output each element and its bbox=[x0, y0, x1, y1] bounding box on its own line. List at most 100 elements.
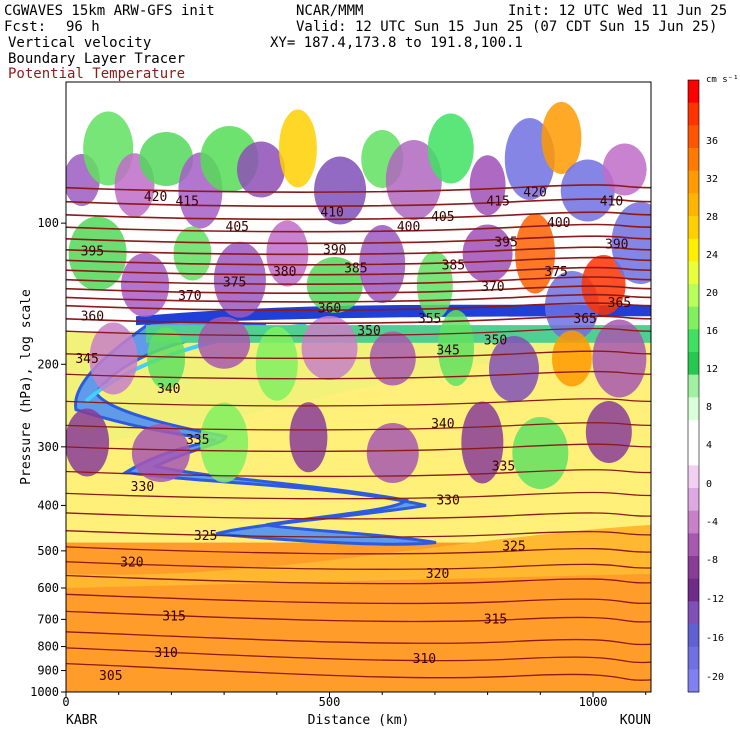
theta-contour-label: 385 bbox=[442, 258, 465, 273]
init-label: Init: 12 UTC Wed 11 Jun 25 bbox=[508, 3, 728, 19]
theta-contour-label: 350 bbox=[484, 334, 507, 349]
theta-contour-label: 365 bbox=[573, 312, 596, 327]
theta-contour-label: 325 bbox=[502, 540, 525, 555]
theta-contour-label: 360 bbox=[318, 301, 341, 316]
velocity-blob bbox=[289, 402, 328, 473]
velocity-blob bbox=[488, 336, 539, 402]
theta-contour-label: 415 bbox=[175, 195, 198, 210]
theta-contour-label: 405 bbox=[431, 210, 454, 225]
colorbar-tick-label: 4 bbox=[706, 440, 712, 451]
y-tick-label: 1000 bbox=[30, 685, 59, 699]
theta-contour-line bbox=[66, 266, 651, 276]
velocity-blob bbox=[213, 241, 266, 318]
x-tick-label: 1000 bbox=[579, 695, 608, 709]
colorbar-segment bbox=[688, 488, 699, 512]
theta-contour-line bbox=[66, 546, 651, 555]
theta-contour-line bbox=[66, 443, 651, 452]
theta-contour-label: 415 bbox=[486, 195, 509, 210]
theta-contour-label: 410 bbox=[600, 195, 623, 210]
theta-contour-label: 320 bbox=[426, 567, 449, 582]
colorbar-segment bbox=[688, 374, 699, 398]
velocity-blob bbox=[255, 326, 298, 401]
theta-contour-line bbox=[66, 211, 651, 221]
y-tick-label: 600 bbox=[37, 581, 59, 595]
theta-contour-label: 320 bbox=[120, 556, 143, 571]
theta-contour-label: 315 bbox=[484, 612, 507, 627]
theta-contour-label: 380 bbox=[273, 265, 296, 280]
colorbar-tick-label: -16 bbox=[706, 633, 724, 644]
colorbar-segment bbox=[688, 329, 699, 353]
theta-contour-line bbox=[66, 610, 651, 623]
theta-contour-line bbox=[66, 256, 651, 266]
velocity-blob bbox=[385, 140, 442, 220]
velocity-blob bbox=[198, 316, 251, 369]
theta-contour-label: 410 bbox=[320, 206, 343, 221]
model-title: CGWAVES 15km ARW-GFS init bbox=[4, 3, 215, 19]
colorbar-tick-label: 20 bbox=[706, 288, 718, 299]
xy-label: XY= 187.4,173.8 to 191.8,100.1 bbox=[270, 35, 523, 51]
x-tick-label: 500 bbox=[319, 695, 341, 709]
colorbar-frame bbox=[687, 79, 700, 693]
theta-contour-label: 395 bbox=[81, 245, 104, 260]
velocity-blob bbox=[237, 141, 285, 198]
theta-contour-line bbox=[66, 469, 651, 478]
velocity-blob bbox=[592, 319, 647, 398]
velocity-blob bbox=[131, 424, 190, 482]
colorbar-segment bbox=[688, 148, 699, 172]
theta-contour-label: 340 bbox=[431, 417, 454, 432]
theta-contour-line bbox=[66, 561, 651, 570]
colorbar-segment bbox=[688, 80, 699, 104]
colorbar-segment bbox=[688, 352, 699, 376]
theta-contour-label: 400 bbox=[397, 220, 420, 235]
theta-contour-label: 400 bbox=[547, 216, 570, 231]
theta-contour-line bbox=[66, 184, 651, 193]
velocity-blob bbox=[438, 310, 474, 386]
colorbar-segment bbox=[688, 284, 699, 308]
velocity-blob bbox=[461, 401, 504, 484]
theta-contour-line bbox=[66, 327, 651, 337]
field-potential-temperature: Potential Temperature bbox=[8, 66, 186, 82]
colorbar-tick-label: 16 bbox=[706, 326, 718, 337]
x-axis-label: Distance (km) bbox=[308, 713, 410, 728]
velocity-blob bbox=[541, 102, 582, 174]
theta-contour-label: 360 bbox=[81, 309, 104, 324]
theta-contour-label: 375 bbox=[223, 276, 246, 291]
y-tick-label: 700 bbox=[37, 612, 59, 626]
velocity-blob bbox=[515, 213, 556, 294]
theta-contour-label: 305 bbox=[99, 669, 122, 684]
y-tick-label: 400 bbox=[37, 498, 59, 512]
colorbar-tick-label: -4 bbox=[706, 517, 718, 528]
x-left-endpoint-label: KABR bbox=[66, 713, 97, 728]
theta-contour-label: 340 bbox=[157, 382, 180, 397]
theta-contour-line bbox=[66, 662, 651, 681]
colorbar-tick-label: 32 bbox=[706, 174, 718, 185]
axes: 0 500 1000 100 200 300 400 500 600 700 800 900 1000 D… bbox=[19, 216, 651, 728]
theta-contour-line bbox=[66, 293, 651, 303]
theta-contour-label: 395 bbox=[494, 236, 517, 251]
colorbar-tick-label: 8 bbox=[706, 402, 712, 413]
colorbar-segment bbox=[688, 601, 699, 625]
theta-contour-line bbox=[66, 198, 651, 207]
velocity-blob bbox=[581, 255, 626, 315]
theta-contour-label: 315 bbox=[162, 609, 185, 624]
theta-contour-label: 420 bbox=[144, 190, 167, 205]
colorbar-tick-label: -12 bbox=[706, 594, 724, 605]
velocity-blob bbox=[369, 331, 416, 386]
theta-contour-line bbox=[66, 223, 651, 233]
colorbar-segment bbox=[688, 442, 699, 466]
colorbar-segment bbox=[688, 624, 699, 648]
theta-contour-line bbox=[66, 398, 651, 407]
theta-contour-line bbox=[66, 350, 651, 359]
velocity-blob bbox=[585, 401, 632, 463]
theta-contour-line bbox=[66, 370, 651, 380]
velocity-blob bbox=[266, 220, 309, 287]
theta-contour-label: 310 bbox=[154, 646, 177, 661]
velocity-blob bbox=[416, 251, 453, 319]
velocity-blob bbox=[560, 159, 615, 222]
velocity-blob bbox=[200, 402, 249, 483]
velocity-blob bbox=[306, 257, 363, 313]
colorbar-segment bbox=[688, 533, 699, 557]
theta-contour-label: 330 bbox=[131, 480, 154, 495]
theta-contour-label: 345 bbox=[436, 344, 459, 359]
velocity-blob bbox=[551, 330, 592, 387]
